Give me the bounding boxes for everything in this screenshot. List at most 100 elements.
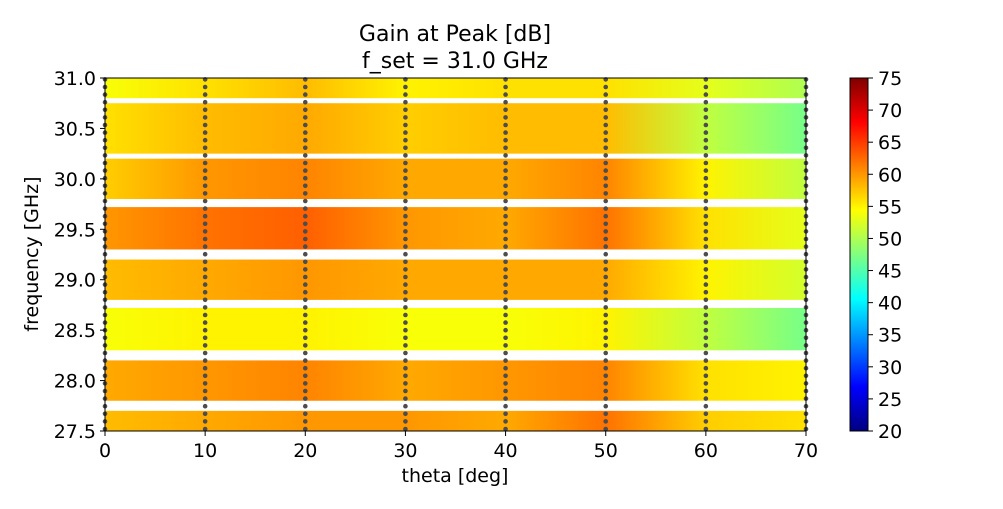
marker-column-30 [403,77,408,432]
sample-point-marker [403,229,408,234]
colorbar-tick-label: 25 [878,389,902,411]
sample-point-marker [202,343,208,348]
sample-point-marker [403,396,408,401]
sample-point-marker [202,183,208,189]
heatmap-band-31 [105,78,806,99]
sample-point-marker [302,244,308,249]
sample-point-marker [202,137,208,143]
sample-point-marker [603,426,609,432]
sample-point-marker [703,229,709,234]
sample-point-marker [603,305,609,310]
sample-point-marker [202,92,208,97]
sample-point-marker [503,191,508,196]
x-tick-label: 70 [794,440,818,462]
sample-point-marker [503,92,508,97]
sample-point-marker [403,388,408,394]
sample-point-marker [703,251,709,257]
x-tick-label: 50 [594,440,618,462]
sample-point-marker [603,396,609,401]
heatmap-band-27.5 [105,410,806,431]
sample-point-marker [403,327,408,333]
sample-point-marker [703,365,709,371]
sample-point-marker [703,175,709,181]
sample-point-marker [603,229,609,234]
sample-point-marker [603,160,609,166]
sample-point-marker [603,115,609,120]
sample-point-marker [202,411,208,417]
sample-point-marker [603,419,609,424]
sample-point-marker [603,206,609,211]
marker-column-60 [703,77,709,432]
sample-point-marker [302,115,308,120]
sample-point-marker [202,267,208,272]
sample-point-marker [202,396,208,401]
sample-point-marker [403,107,408,113]
sample-point-marker [603,350,609,356]
sample-point-marker [503,312,508,318]
y-tick-label: 27.5 [54,421,96,443]
sample-point-marker [202,130,208,135]
colorbar-tick-label: 50 [878,228,902,250]
sample-point-marker [202,419,208,424]
plot-frame [104,77,807,432]
sample-point-marker [503,137,508,143]
sample-point-marker [202,274,208,280]
sample-point-marker [403,365,408,371]
sample-point-marker [202,160,208,166]
sample-point-marker [302,130,308,135]
sample-point-marker [302,92,308,97]
sample-point-marker [403,267,408,272]
sample-point-marker [403,274,408,280]
sample-point-marker [603,175,609,181]
sample-point-marker [302,137,308,143]
sample-point-marker [603,236,609,242]
sample-point-marker [603,183,609,189]
sample-point-marker [302,160,308,166]
y-axis-label: frequency [GHz] [21,176,43,331]
sample-point-marker [603,198,609,204]
marker-column-10 [202,77,208,432]
sample-point-marker [703,99,709,105]
sample-point-marker [503,373,508,379]
sample-point-marker [302,282,308,287]
sample-point-marker [603,221,609,227]
sample-point-marker [302,145,308,151]
sample-point-marker [202,327,208,333]
sample-point-marker [202,168,208,173]
x-axis-label: theta [deg] [402,465,509,487]
sample-point-marker [202,312,208,318]
sample-point-marker [403,213,408,219]
y-tick-label: 28.5 [54,320,96,342]
sample-point-marker [503,84,508,90]
sample-point-marker [703,145,709,151]
x-tick-label: 60 [694,440,718,462]
sample-point-marker [703,350,709,356]
sample-point-marker [302,191,308,196]
sample-point-marker [603,373,609,379]
y-tick-label: 29.5 [54,219,96,241]
sample-point-marker [403,137,408,143]
sample-point-marker [403,335,408,341]
sample-point-marker [302,358,308,363]
sample-point-marker [403,191,408,196]
x-tick-label: 20 [293,440,317,462]
sample-point-marker [302,99,308,105]
sample-point-marker [302,183,308,189]
sample-point-marker [403,153,408,158]
sample-point-marker [503,259,508,265]
sample-point-marker [302,168,308,173]
sample-point-marker [302,343,308,348]
sample-point-marker [403,289,408,295]
sample-point-marker [403,259,408,265]
sample-point-marker [503,107,508,113]
sample-point-marker [703,153,709,158]
sample-point-marker [603,122,609,128]
sample-point-marker [202,221,208,227]
sample-point-marker [403,403,408,409]
sample-point-marker [403,92,408,97]
sample-point-marker [703,122,709,128]
sample-point-marker [703,267,709,272]
colorbar-tick-label: 55 [878,196,902,218]
sample-point-marker [503,206,508,211]
sample-point-marker [202,206,208,211]
